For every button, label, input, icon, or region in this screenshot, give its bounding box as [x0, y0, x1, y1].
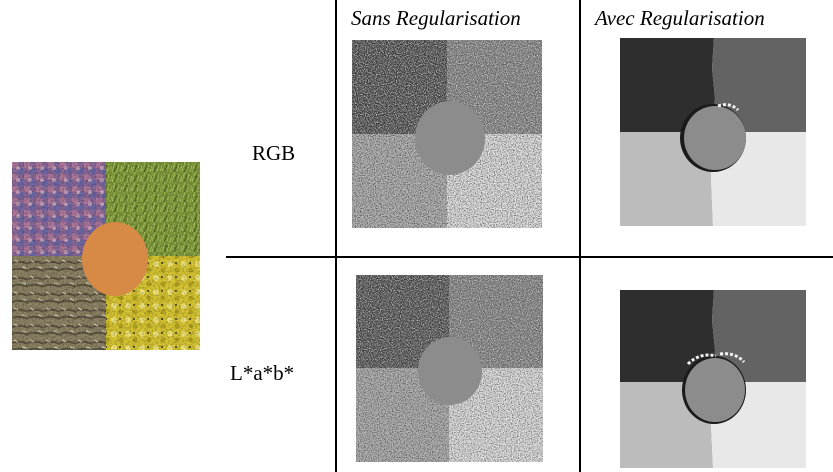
column-header-without-regularisation: Sans Regularisation	[351, 6, 521, 30]
row-label-lab: L*a*b*	[230, 361, 295, 385]
segmentation-rgb-without-regularisation	[352, 40, 542, 228]
column-header-with-regularisation: Avec Regularisation	[595, 6, 765, 30]
input-image	[12, 162, 200, 350]
grid-vertical-line-left	[335, 0, 337, 472]
segmentation-lab-without-regularisation	[356, 275, 543, 462]
segmentation-rgb-with-regularisation	[620, 38, 806, 226]
grid-horizontal-line	[226, 256, 833, 258]
grid-vertical-line-right	[579, 0, 581, 472]
texture-orange-disk	[82, 222, 148, 296]
row-label-rgb: RGB	[252, 141, 296, 165]
segmentation-lab-with-regularisation	[620, 290, 806, 468]
